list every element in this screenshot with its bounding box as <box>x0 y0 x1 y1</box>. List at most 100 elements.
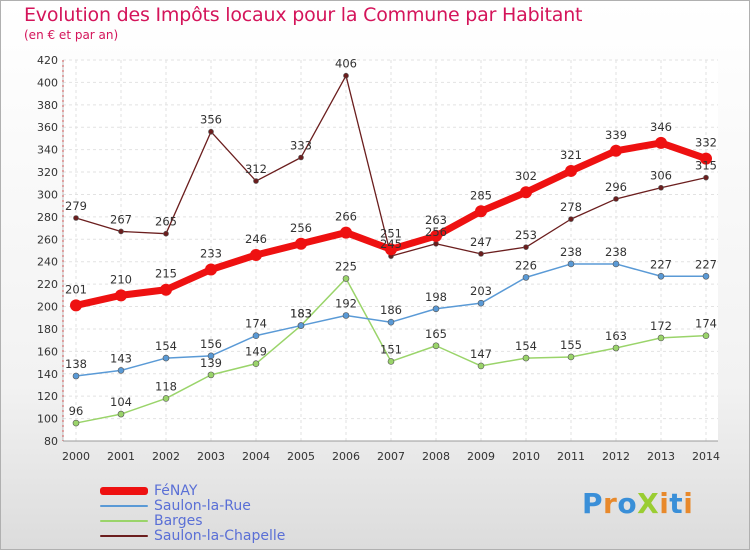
logo-letter: P <box>582 487 604 520</box>
data-label-saulon-la-rue: 138 <box>65 357 87 371</box>
data-label-saulon-la-rue: 227 <box>650 257 672 271</box>
data-point-saulon-la-chapelle <box>298 154 304 161</box>
data-point-fenay <box>565 164 577 177</box>
chart-subtitle: (en € et par an) <box>24 28 119 42</box>
y-tick-label: 360 <box>37 121 58 134</box>
data-point-barges <box>702 332 710 339</box>
data-point-saulon-la-rue <box>432 305 440 313</box>
data-point-saulon-la-chapelle <box>523 244 529 250</box>
data-point-saulon-la-rue <box>567 260 575 268</box>
data-label-saulon-la-rue: 183 <box>290 307 312 321</box>
x-tick-label: 2010 <box>512 450 540 463</box>
legend-label: Saulon-la-Chapelle <box>154 528 286 544</box>
data-label-barges: 165 <box>425 327 447 341</box>
data-label-fenay: 263 <box>425 213 447 227</box>
data-label-saulon-la-chapelle: 356 <box>200 113 222 127</box>
y-tick-label: 320 <box>37 166 58 179</box>
data-label-saulon-la-chapelle: 265 <box>155 215 177 229</box>
data-point-saulon-la-rue <box>702 272 710 280</box>
data-label-saulon-la-chapelle: 406 <box>335 57 357 71</box>
data-label-fenay: 233 <box>200 247 222 261</box>
y-tick-label: 340 <box>37 144 58 157</box>
logo-letter: t <box>669 487 684 520</box>
data-label-barges: 118 <box>155 379 177 393</box>
data-point-barges <box>612 344 620 352</box>
data-point-saulon-la-chapelle <box>343 72 349 79</box>
data-point-saulon-la-chapelle <box>478 251 484 257</box>
data-point-saulon-la-chapelle <box>118 228 124 235</box>
data-label-barges: 174 <box>695 317 717 331</box>
data-label-saulon-la-rue: 198 <box>425 290 447 304</box>
data-label-fenay: 251 <box>380 226 402 240</box>
data-point-fenay <box>205 263 217 276</box>
legend-swatch <box>100 487 148 495</box>
data-label-saulon-la-chapelle: 247 <box>470 235 492 249</box>
y-tick-label: 420 <box>37 54 58 67</box>
legend-label: Barges <box>154 513 203 529</box>
data-point-fenay <box>70 299 82 312</box>
legend-swatch <box>100 505 148 507</box>
data-point-fenay <box>520 186 532 199</box>
data-point-fenay <box>340 226 352 239</box>
data-point-saulon-la-rue <box>342 312 350 319</box>
data-label-barges: 147 <box>470 347 492 361</box>
data-label-saulon-la-rue: 226 <box>515 258 537 272</box>
data-point-fenay <box>655 136 667 149</box>
data-label-saulon-la-chapelle: 245 <box>380 237 402 251</box>
logo-letter: i <box>659 487 670 520</box>
data-point-fenay <box>295 237 307 250</box>
logo-letter: X <box>637 487 660 520</box>
data-point-saulon-la-rue <box>387 318 395 326</box>
data-label-saulon-la-rue: 238 <box>605 245 627 259</box>
y-tick-label: 200 <box>37 301 58 314</box>
data-point-saulon-la-rue <box>117 367 125 374</box>
data-label-fenay: 302 <box>515 169 537 183</box>
data-point-barges <box>207 371 215 379</box>
x-tick-label: 2002 <box>152 450 180 463</box>
logo-letter: i <box>683 487 694 520</box>
data-point-saulon-la-chapelle <box>658 184 664 191</box>
data-label-barges: 225 <box>335 260 357 274</box>
x-tick-label: 2011 <box>557 450 585 463</box>
data-point-saulon-la-chapelle <box>703 174 709 181</box>
data-point-saulon-la-chapelle <box>253 178 259 184</box>
data-label-fenay: 266 <box>335 210 357 224</box>
data-point-barges <box>342 275 350 282</box>
data-point-saulon-la-rue <box>297 322 305 329</box>
data-label-saulon-la-rue: 238 <box>560 245 582 259</box>
x-tick-label: 2000 <box>62 450 90 463</box>
data-label-fenay: 256 <box>290 221 312 235</box>
data-label-fenay: 332 <box>695 136 717 150</box>
data-point-barges <box>72 419 80 427</box>
data-label-saulon-la-rue: 143 <box>110 351 132 365</box>
y-tick-label: 400 <box>37 76 58 89</box>
data-label-barges: 154 <box>515 339 537 353</box>
data-point-saulon-la-chapelle <box>613 196 619 202</box>
data-label-saulon-la-chapelle: 279 <box>65 199 87 213</box>
data-label-saulon-la-rue: 174 <box>245 317 267 331</box>
data-point-saulon-la-chapelle <box>163 230 169 237</box>
y-tick-label: 100 <box>37 413 58 426</box>
proxiti-logo: ProXiti <box>582 487 693 520</box>
x-tick-label: 2007 <box>377 450 405 463</box>
data-label-barges: 183 <box>290 307 312 321</box>
legend-swatch <box>100 520 148 522</box>
y-tick-label: 120 <box>37 390 58 403</box>
data-point-saulon-la-chapelle <box>208 128 214 135</box>
y-tick-label: 240 <box>37 256 58 269</box>
data-point-saulon-la-rue <box>162 354 170 362</box>
data-label-saulon-la-chapelle: 296 <box>605 180 627 194</box>
x-tick-label: 2001 <box>107 450 135 463</box>
data-point-fenay <box>115 289 127 302</box>
x-tick-label: 2003 <box>197 450 225 463</box>
data-point-saulon-la-chapelle <box>568 216 574 222</box>
data-point-barges <box>477 362 485 370</box>
data-label-saulon-la-rue: 186 <box>380 303 402 317</box>
data-point-saulon-la-rue <box>657 272 665 280</box>
data-label-saulon-la-chapelle: 333 <box>290 138 312 152</box>
data-point-fenay <box>475 205 487 218</box>
data-point-barges <box>252 360 260 367</box>
data-label-barges: 149 <box>245 345 267 359</box>
y-tick-label: 380 <box>37 99 58 112</box>
